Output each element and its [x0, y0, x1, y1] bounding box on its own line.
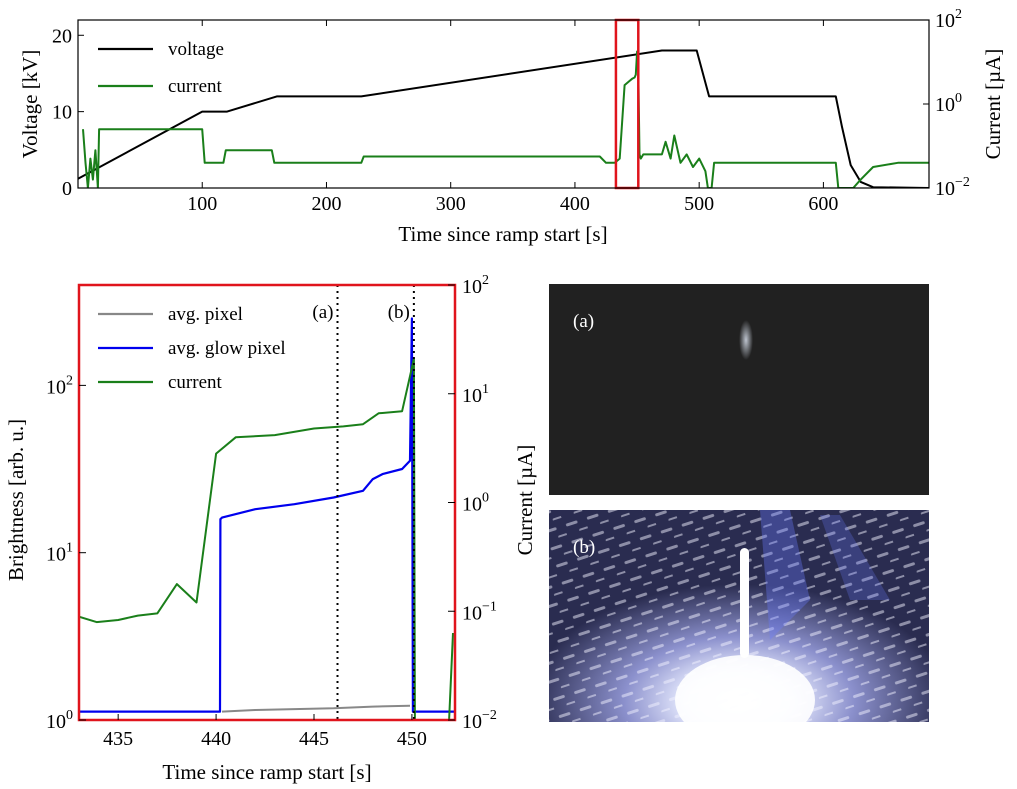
legend-voltage-label: voltage: [168, 39, 224, 60]
zoom-y2-tick-label: 100: [462, 491, 489, 516]
top-x-tick-label: 100: [187, 193, 217, 215]
zoom-series-current: [79, 357, 454, 720]
legend-zoom-current-label: current: [168, 372, 223, 393]
top-y2-tick-label: 100: [935, 91, 962, 116]
top-y-tick-label: 0: [62, 178, 72, 200]
zoom-y-tick-label: 100: [46, 708, 73, 733]
legend-glow-pixel-label: avg. glow pixel: [168, 338, 286, 359]
annotation-label: (a): [312, 302, 333, 323]
zoom-series-avg-pixel: [221, 704, 411, 713]
zoom-y-tick-label: 101: [46, 541, 73, 566]
top-x-tick-label: 500: [684, 193, 714, 215]
top-chart: 100 200 300 400 500 600 0 10 20 10−2 100 102 Time s…: [18, 7, 1005, 246]
zoom-y-tick-label: 102: [46, 373, 73, 398]
photo-b-glow-core: [675, 655, 815, 745]
zoom-y2-tick-label: 10−1: [462, 599, 497, 624]
top-highlight-box: [614, 18, 640, 190]
top-legend: voltage current: [98, 39, 224, 97]
zoom-y2-tick-label: 10−2: [462, 708, 497, 733]
legend-avg-pixel-label: avg. pixel: [168, 304, 243, 325]
photo-b-streamer: [740, 548, 749, 658]
top-x-tick-label: 300: [436, 193, 466, 215]
zoom-chart: (a) (b) 435 440 445 450 100 101 102 10−2 10−1 100 1…: [4, 273, 537, 784]
zoom-y2-axis-label: Current [µA]: [513, 445, 537, 556]
zoom-x-tick-label: 450: [397, 728, 427, 750]
photo-a: (a): [549, 284, 929, 495]
top-series-current: [82, 50, 929, 188]
top-y-axis-label: Voltage [kV]: [18, 50, 42, 159]
photo-b: (b): [549, 510, 929, 745]
photo-b-beam-2: [820, 515, 890, 600]
zoom-x-tick-label: 440: [201, 728, 231, 750]
top-x-tick-label: 600: [808, 193, 838, 215]
top-y2-tick-label: 102: [935, 7, 962, 32]
zoom-y2-tick-label: 101: [462, 382, 489, 407]
zoom-y2-tick-label: 102: [462, 273, 489, 298]
zoom-x-tick-label: 445: [299, 728, 329, 750]
top-x-tick-label: 200: [311, 193, 341, 215]
top-x-tick-label: 400: [560, 193, 590, 215]
zoom-x-axis-label: Time since ramp start [s]: [162, 760, 371, 784]
photo-b-label: (b): [573, 537, 595, 558]
top-x-axis-label: Time since ramp start [s]: [398, 222, 607, 246]
zoom-legend: avg. pixel avg. glow pixel current: [98, 304, 286, 393]
zoom-series-avg-glow-pixel: [79, 317, 455, 713]
legend-current-label: current: [168, 76, 223, 97]
top-y2-tick-label: 10−2: [935, 175, 970, 200]
zoom-y-axis-label: Brightness [arb. u.]: [4, 419, 28, 581]
top-y2-axis-label: Current [µA]: [981, 49, 1005, 160]
top-y-tick-label: 10: [52, 102, 72, 124]
photo-a-label: (a): [573, 311, 594, 332]
top-y-tick-label: 20: [52, 25, 72, 47]
photo-a-streamer: [739, 320, 753, 360]
zoom-x-tick-label: 435: [103, 728, 133, 750]
photo-b-beam: [760, 510, 810, 640]
annotation-label: (b): [388, 302, 410, 323]
top-series-voltage: [78, 49, 929, 188]
